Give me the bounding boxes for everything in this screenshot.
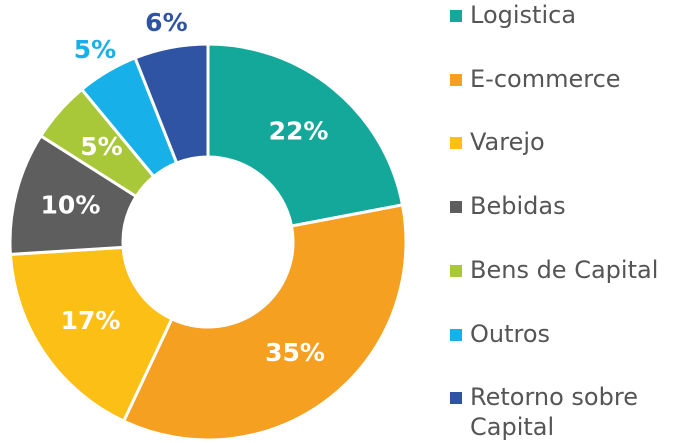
data-label: 5% [80, 132, 122, 161]
legend-label: E-commerce [470, 64, 621, 93]
legend-swatch [450, 201, 462, 214]
legend-item: Retorno sobre Capital [446, 382, 696, 442]
chart: 22% 35% 17% 10% 5% 5% 6% [8, 8, 408, 442]
legend-swatch [450, 10, 462, 22]
legend-item: Varejo [446, 127, 696, 157]
legend-label: Bebidas [470, 192, 566, 221]
legend-label: Logistica [470, 1, 577, 29]
legend-label: Bens de Capital [470, 255, 659, 284]
legend-item: E-commerce [446, 64, 696, 94]
legend-swatch [450, 328, 462, 341]
legend-item: Bebidas [446, 191, 696, 221]
legend-swatch [450, 264, 462, 277]
legend-swatch [450, 73, 462, 86]
legend-label: Retorno sobre Capital [470, 383, 638, 442]
legend-item: Outros [446, 319, 696, 349]
slice [133, 42, 210, 165]
slice [206, 42, 405, 228]
data-label: 5% [74, 35, 116, 64]
legend-item: Logistica [446, 0, 696, 30]
slice [121, 203, 408, 442]
legend-label: Varejo [470, 128, 545, 157]
legend-swatch [450, 137, 462, 150]
data-label: 10% [41, 191, 101, 220]
data-label: 22% [269, 117, 329, 146]
slice [8, 245, 174, 424]
data-label: 35% [265, 338, 325, 367]
data-label: 17% [61, 306, 121, 335]
data-label: 6% [145, 8, 187, 37]
legend-item: Bens de Capital [446, 255, 696, 285]
legend-label: Outros [470, 319, 551, 348]
legend-swatch [450, 392, 462, 405]
